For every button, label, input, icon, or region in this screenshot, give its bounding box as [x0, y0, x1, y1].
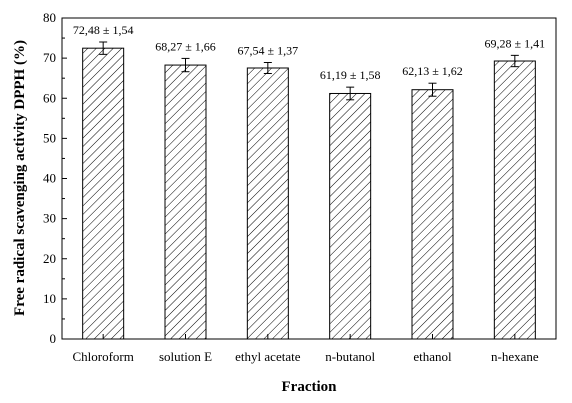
bar — [246, 67, 289, 340]
x-tick-label: ethanol — [413, 349, 452, 364]
x-tick-label: n-hexane — [491, 349, 539, 364]
y-tick-label: 80 — [43, 10, 56, 25]
y-axis: 0 10 20 30 40 50 60 70 80 — [43, 10, 67, 346]
x-axis-title: Fraction — [282, 379, 338, 395]
bar — [164, 64, 207, 340]
x-axis: Chloroform solution E ethyl acetate n-butan… — [72, 334, 539, 364]
data-label: 67,54 ± 1,37 — [238, 43, 299, 57]
x-tick-label: Chloroform — [72, 349, 133, 364]
bar — [493, 60, 536, 340]
x-tick-label: ethyl acetate — [235, 349, 301, 364]
y-tick-label: 10 — [43, 291, 56, 306]
data-label: 61,19 ± 1,58 — [320, 68, 381, 82]
y-tick-label: 20 — [43, 251, 56, 266]
y-tick-label: 40 — [43, 171, 56, 186]
y-tick-label: 50 — [43, 130, 56, 145]
bar — [329, 92, 372, 340]
y-tick-label: 30 — [43, 211, 56, 226]
data-label: 68,27 ± 1,66 — [155, 39, 216, 53]
data-label: 72,48 ± 1,54 — [73, 23, 134, 37]
data-label: 69,28 ± 1,41 — [485, 36, 546, 50]
y-tick-label: 60 — [43, 90, 56, 105]
x-tick-label: n-butanol — [325, 349, 375, 364]
bars-group: 72,48 ± 1,54 68,27 ± 1,66 67,54 ± 1,37 61,1… — [73, 23, 546, 340]
bar — [411, 89, 454, 340]
bar — [82, 47, 125, 340]
plot-frame — [61, 17, 557, 340]
y-axis-title: Free radical scavenging activity DPPH (%… — [12, 40, 28, 316]
y-tick-label: 0 — [50, 331, 57, 346]
data-label: 62,13 ± 1,62 — [402, 64, 463, 78]
y-tick-label: 70 — [43, 50, 56, 65]
x-tick-label: solution E — [159, 349, 212, 364]
